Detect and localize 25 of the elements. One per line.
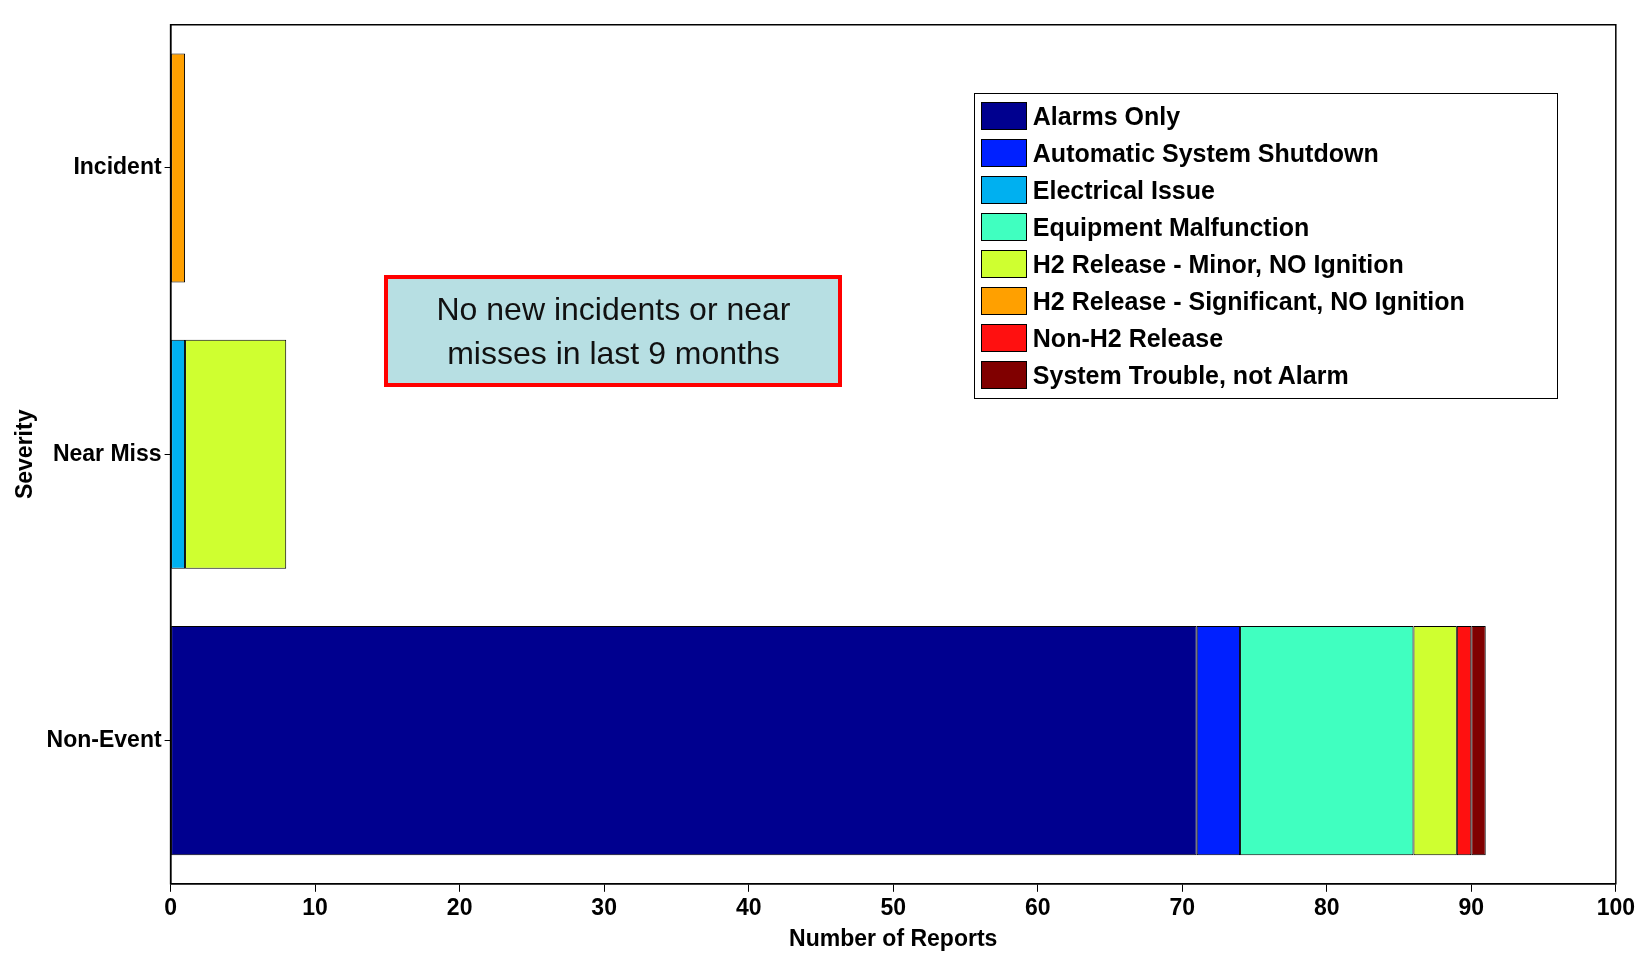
legend-label: H2 Release - Minor, NO Ignition bbox=[1032, 249, 1404, 279]
x-tick-label: 50 bbox=[880, 893, 906, 920]
x-tick-label: 40 bbox=[735, 893, 762, 920]
y-axis-title: Severity bbox=[11, 409, 38, 500]
legend-label: Equipment Malfunction bbox=[1032, 212, 1310, 242]
legend-label: Alarms Only bbox=[1032, 101, 1181, 131]
y-tick-label: Incident bbox=[73, 153, 162, 180]
x-tick-label: 70 bbox=[1169, 893, 1196, 920]
y-tick-label: Near Miss bbox=[52, 439, 162, 466]
legend-label: System Trouble, not Alarm bbox=[1032, 360, 1349, 390]
x-tick-label: 20 bbox=[446, 893, 473, 920]
legend-label: Electrical Issue bbox=[1032, 175, 1215, 205]
y-tick-label: Non-Event bbox=[46, 725, 162, 752]
x-tick-label: 100 bbox=[1596, 893, 1635, 920]
legend-label: Non-H2 Release bbox=[1032, 323, 1224, 353]
legend-label: Automatic System Shutdown bbox=[1032, 138, 1379, 168]
callout-box: No new incidents or near misses in last 9 months bbox=[384, 274, 843, 387]
x-tick-label: 30 bbox=[591, 893, 617, 920]
x-axis-title: Number of Reports bbox=[789, 924, 998, 951]
legend-label: H2 Release - Significant, NO Ignition bbox=[1032, 286, 1465, 316]
x-tick-label: 0 bbox=[164, 893, 177, 920]
x-tick-label: 10 bbox=[302, 893, 328, 920]
x-tick-label: 80 bbox=[1313, 893, 1340, 920]
x-tick-label: 60 bbox=[1024, 893, 1051, 920]
x-tick-label: 90 bbox=[1458, 893, 1485, 920]
